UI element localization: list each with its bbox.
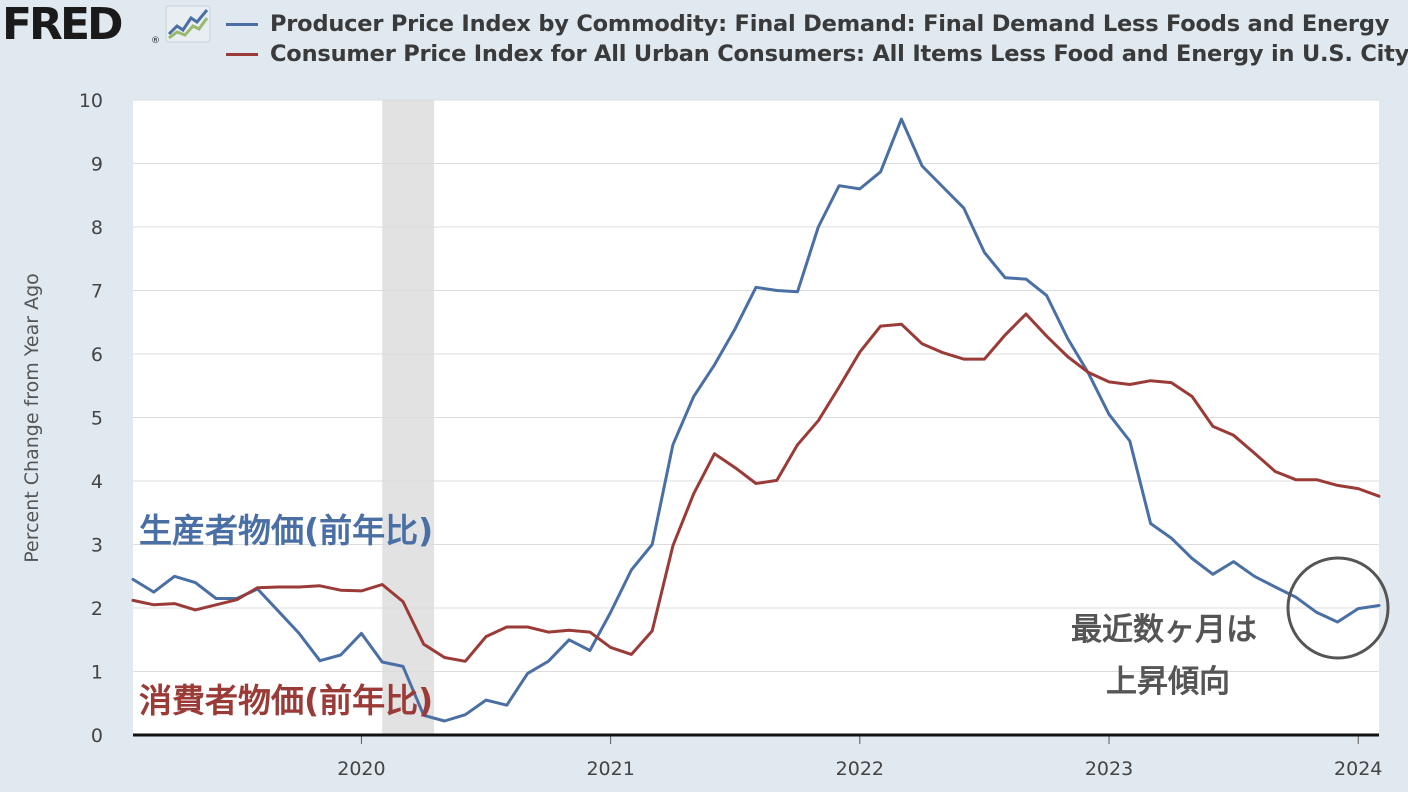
y-axis-ticks: 0 1 2 3 4 5 6 7 8 9 10 bbox=[79, 90, 103, 747]
annotation-circle bbox=[1286, 556, 1390, 660]
legend-item-cpi[interactable]: Consumer Price Index for All Urban Consu… bbox=[226, 40, 1408, 68]
x-axis-ticks: 2020 2021 2022 2023 2024 bbox=[337, 735, 1382, 780]
x-tick-label: 2024 bbox=[1334, 758, 1382, 780]
x-tick-label: 2023 bbox=[1085, 758, 1133, 780]
fred-logo[interactable]: FRED bbox=[2, 0, 124, 50]
y-tick-label: 10 bbox=[79, 90, 103, 112]
y-tick-label: 4 bbox=[91, 471, 103, 493]
grid-lines bbox=[133, 99, 1379, 672]
registered-mark: ® bbox=[151, 36, 160, 46]
line-chart-icon bbox=[165, 5, 211, 43]
series-lines bbox=[131, 117, 1381, 723]
y-tick-label: 5 bbox=[91, 408, 103, 430]
annotation-cpi: 消費者物価(前年比) bbox=[139, 681, 433, 720]
y-tick-label: 7 bbox=[91, 281, 103, 303]
legend-swatch-ppi bbox=[226, 22, 258, 26]
legend-label-ppi: Producer Price Index by Commodity: Final… bbox=[270, 11, 1390, 37]
series-line-cpi[interactable] bbox=[131, 312, 1381, 663]
legend-swatch-cpi bbox=[226, 52, 258, 56]
y-tick-label: 9 bbox=[91, 154, 103, 176]
y-tick-label: 2 bbox=[91, 598, 103, 620]
x-tick-label: 2022 bbox=[836, 758, 884, 780]
annotation-note-line2: 上昇傾向 bbox=[1106, 664, 1230, 700]
legend-item-ppi[interactable]: Producer Price Index by Commodity: Final… bbox=[226, 10, 1389, 38]
y-tick-label: 0 bbox=[91, 725, 103, 747]
y-tick-label: 6 bbox=[91, 344, 103, 366]
annotation-note-line1: 最近数ヶ月は bbox=[1071, 612, 1257, 648]
x-tick-label: 2020 bbox=[337, 758, 385, 780]
y-tick-label: 1 bbox=[91, 662, 103, 684]
x-tick-label: 2021 bbox=[586, 758, 634, 780]
chart-header: FRED ® Producer Price Index by Commodity… bbox=[0, 0, 1408, 76]
annotation-ppi: 生産者物価(前年比) bbox=[139, 511, 433, 550]
y-tick-label: 8 bbox=[91, 217, 103, 239]
y-axis-label: Percent Change from Year Ago bbox=[21, 273, 43, 563]
series-line-ppi[interactable] bbox=[131, 117, 1381, 723]
y-tick-label: 3 bbox=[91, 535, 103, 557]
legend-label-cpi: Consumer Price Index for All Urban Consu… bbox=[270, 41, 1408, 67]
